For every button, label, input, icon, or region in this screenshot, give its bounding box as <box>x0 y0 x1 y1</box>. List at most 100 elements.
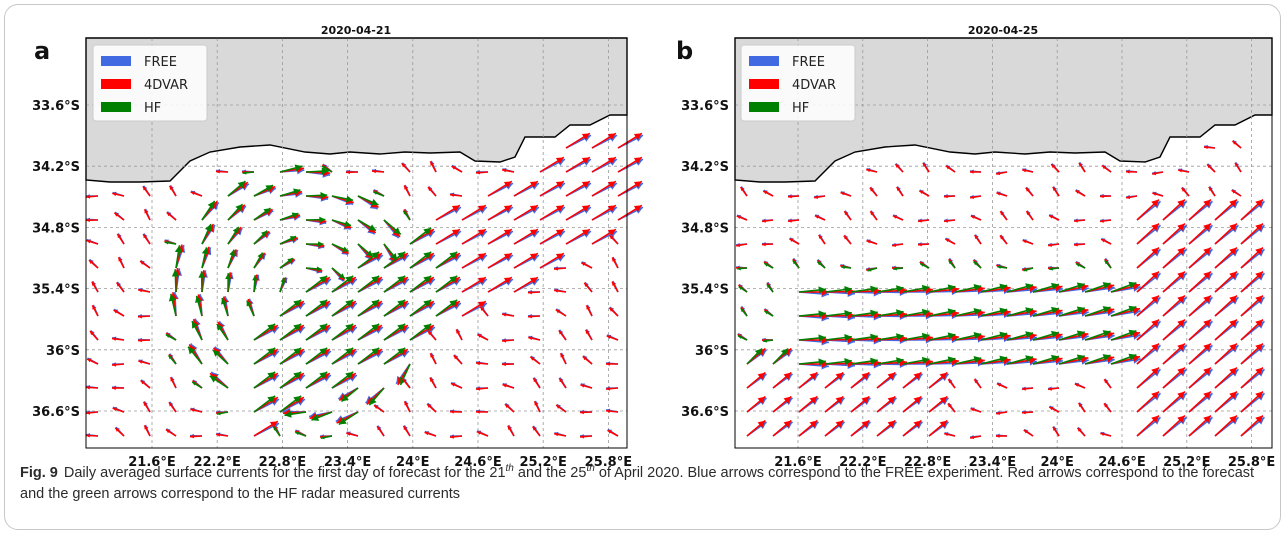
forecast-arrow-head <box>143 234 147 239</box>
forecast-arrow-head <box>90 331 94 336</box>
hf-arrow-head <box>320 192 328 199</box>
hf-arrow-head <box>896 285 904 293</box>
hf-arrow-head <box>261 230 268 237</box>
forecast-arrow-head <box>403 425 408 431</box>
hf-arrow-head <box>973 308 982 316</box>
forecast-arrow-head <box>502 362 506 367</box>
panel-a-y-tick-label: 35.4°S <box>32 283 80 298</box>
forecast-arrow-head <box>115 427 120 432</box>
panel-b-letter: b <box>676 37 693 65</box>
hf-arrow-head <box>1102 330 1111 338</box>
panel-b-x-tick-label: 23.4°E <box>969 455 1016 470</box>
forecast-arrow-head <box>1000 211 1004 216</box>
hf-arrow-head <box>764 263 769 267</box>
forecast-arrow-head <box>1204 145 1208 150</box>
forecast-arrow-head <box>1255 367 1263 376</box>
hf-arrow-head <box>319 299 328 308</box>
forecast-arrow-head <box>586 305 590 310</box>
forecast-arrow-head <box>1177 367 1185 376</box>
hf-arrow-head <box>893 266 897 271</box>
forecast-arrow-head <box>1229 415 1237 424</box>
hf-arrow-head <box>319 347 328 356</box>
hf-arrow-head <box>232 226 239 234</box>
forecast-arrow-head <box>612 257 616 262</box>
panel-a-plot-border <box>85 37 628 449</box>
forecast-arrow-head <box>502 312 507 317</box>
hf-arrow-head <box>345 275 354 284</box>
forecast-arrow-head <box>142 186 147 191</box>
forecast-arrow-head <box>757 396 766 404</box>
hf-arrow-head <box>289 236 297 242</box>
forecast-arrow-head <box>1126 195 1130 200</box>
panel-b-y-tick-label: 33.6°S <box>681 99 729 114</box>
hf-arrow-head <box>423 275 432 284</box>
forecast-arrow-head <box>117 233 122 239</box>
panel-b-x-tick-label: 21.6°E <box>774 455 821 470</box>
panel-a-x-tick-label: 22.8°E <box>259 455 306 470</box>
hf-arrow-head <box>738 335 743 339</box>
panel-b-legend-4dvar-label: 4DVAR <box>792 78 836 93</box>
hf-arrow-head <box>366 250 373 257</box>
forecast-arrow-head <box>1022 168 1027 173</box>
forecast-arrow-head <box>138 288 143 293</box>
forecast-arrow-head <box>165 429 171 434</box>
forecast-arrow-head <box>86 410 90 415</box>
forecast-arrow-head <box>996 383 1001 387</box>
hf-arrow-head <box>371 347 380 356</box>
hf-arrow-head <box>195 295 202 304</box>
forecast-arrow-head <box>138 338 142 343</box>
forecast-arrow-head <box>534 401 538 406</box>
forecast-arrow-head <box>609 307 614 312</box>
forecast-arrow-head <box>456 329 460 334</box>
forecast-arrow-head <box>945 238 950 243</box>
hf-arrow-head <box>423 323 432 332</box>
hf-arrow-head <box>870 309 878 317</box>
hf-arrow-head <box>252 275 258 281</box>
panel-b-land <box>734 37 1273 183</box>
hf-arrow-head <box>397 299 406 308</box>
hf-arrow-head <box>1025 283 1034 291</box>
hf-arrow-head <box>423 227 432 236</box>
hf-arrow-head <box>449 275 458 284</box>
hf-arrow-head <box>397 275 406 284</box>
hf-arrow-head <box>344 220 352 227</box>
figure-caption-text-2: and the 25 <box>513 464 587 481</box>
forecast-arrow-head <box>556 405 561 409</box>
forecast-arrow-head <box>607 430 612 434</box>
panel-a-legend-hf-swatch <box>101 102 131 112</box>
hf-arrow-head <box>397 323 406 332</box>
hf-arrow-head <box>371 275 380 284</box>
forecast-arrow-head <box>451 205 460 213</box>
hf-arrow-head <box>393 227 401 235</box>
panel-a-y-tick-label: 36.6°S <box>32 405 80 420</box>
hf-arrow-head <box>318 241 324 247</box>
hf-arrow-head <box>216 411 221 416</box>
forecast-arrow-head <box>1077 427 1082 432</box>
forecast-arrow-head <box>1104 403 1108 408</box>
forecast-arrow-head <box>870 211 874 216</box>
forecast-arrow-head <box>1232 141 1237 145</box>
hf-arrow-head <box>921 308 930 316</box>
forecast-arrow-head <box>1177 343 1185 352</box>
hf-arrow-head <box>844 334 852 342</box>
forecast-arrow-head <box>789 238 794 242</box>
forecast-arrow-head <box>763 190 768 195</box>
forecast-arrow-head <box>974 235 979 239</box>
hf-arrow-head <box>999 307 1008 315</box>
forecast-arrow-head <box>451 166 456 170</box>
forecast-arrow-head <box>607 133 616 141</box>
forecast-arrow-head <box>555 253 564 261</box>
panel-a-y-tick-labels: 33.6°S 34.2°S 34.8°S 35.4°S 36°S 36.6°S <box>32 99 80 420</box>
hf-arrow-head <box>369 397 377 406</box>
hf-arrow-head <box>287 258 293 264</box>
forecast-arrow-head <box>606 409 610 414</box>
hf-arrow-head <box>291 212 299 219</box>
forecast-arrow-head <box>1151 295 1159 304</box>
forecast-arrow-head <box>840 191 845 196</box>
forecast-arrow-head <box>581 262 586 267</box>
panel-a-legend-free-swatch <box>101 56 131 66</box>
hf-arrow-head <box>844 310 852 318</box>
hf-arrow-head <box>780 348 789 356</box>
forecast-arrow-head <box>1151 415 1159 424</box>
forecast-arrow-head <box>86 194 90 199</box>
